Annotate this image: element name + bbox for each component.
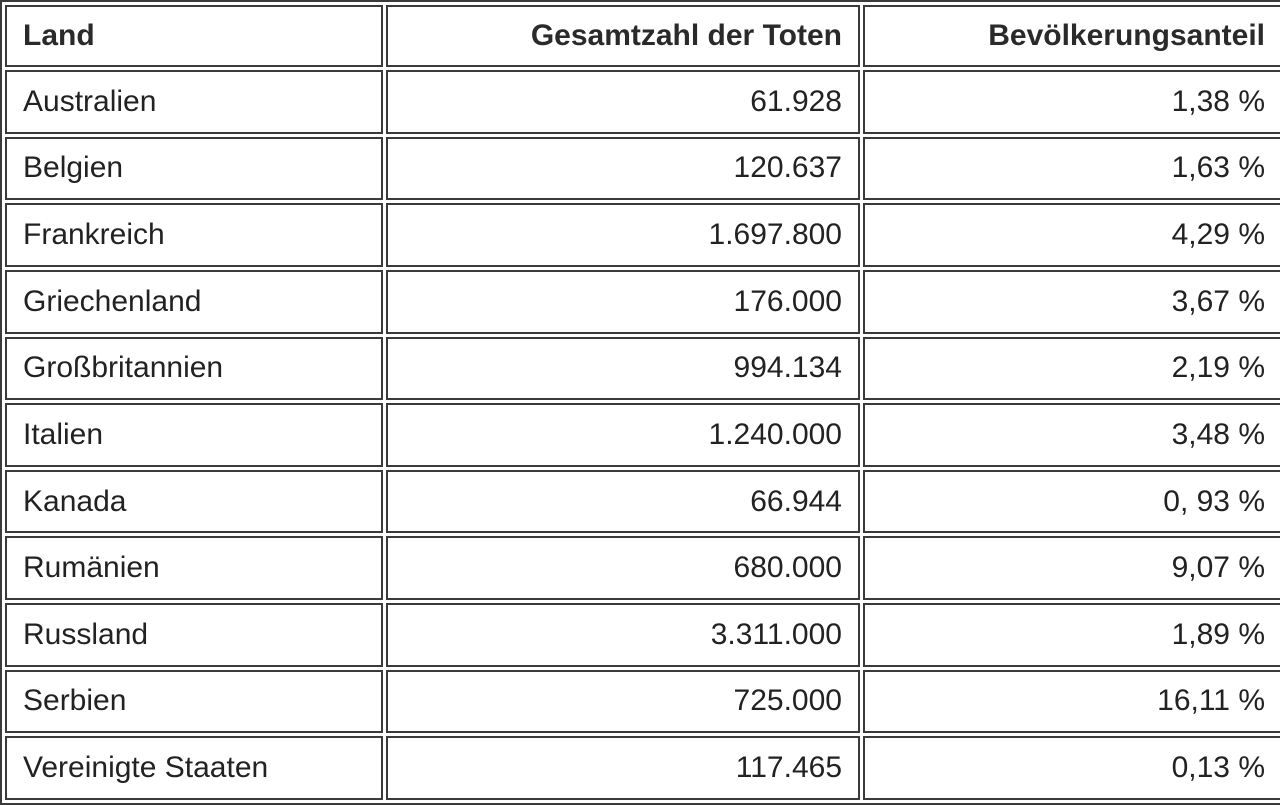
value-cell: 994.134 xyxy=(386,336,860,401)
value-cell: 66.944 xyxy=(386,469,860,534)
value-cell: 1,38 % xyxy=(863,70,1280,134)
table-row: Belgien 120.637 1,63 % xyxy=(5,136,1280,201)
country-cell: Serbien xyxy=(5,669,383,734)
country-cell: Vereinigte Staaten xyxy=(5,736,383,800)
table-row: Italien 1.240.000 3,48 % xyxy=(5,403,1280,467)
value-cell: 176.000 xyxy=(386,269,860,334)
value-cell: 61.928 xyxy=(386,70,860,134)
value-cell: 725.000 xyxy=(386,669,860,734)
table-row: Vereinigte Staaten 117.465 0,13 % xyxy=(5,736,1280,800)
value-cell: 0,13 % xyxy=(863,736,1280,800)
country-cell: Italien xyxy=(5,403,383,467)
country-cell: Russland xyxy=(5,603,383,667)
value-cell: 117.465 xyxy=(386,736,860,800)
value-cell: 120.637 xyxy=(386,136,860,201)
value-cell: 1.697.800 xyxy=(386,203,860,267)
country-cell: Belgien xyxy=(5,136,383,201)
value-cell: 9,07 % xyxy=(863,536,1280,600)
value-cell: 1.240.000 xyxy=(386,403,860,467)
country-cell: Australien xyxy=(5,70,383,134)
value-cell: 3.311.000 xyxy=(386,603,860,667)
value-cell: 3,67 % xyxy=(863,269,1280,334)
table-row: Australien 61.928 1,38 % xyxy=(5,70,1280,134)
table-row: Griechenland 176.000 3,67 % xyxy=(5,269,1280,334)
country-cell: Kanada xyxy=(5,469,383,534)
value-cell: 1,63 % xyxy=(863,136,1280,201)
value-cell: 2,19 % xyxy=(863,336,1280,401)
header-cell: Land xyxy=(5,5,383,67)
header-row: Land Gesamtzahl der Toten Bevölkerungsante… xyxy=(5,5,1280,67)
country-cell: Großbritannien xyxy=(5,336,383,401)
value-cell: 4,29 % xyxy=(863,203,1280,267)
value-cell: 16,11 % xyxy=(863,669,1280,734)
header-cell: Bevölkerungsanteil xyxy=(863,5,1280,67)
value-cell: 680.000 xyxy=(386,536,860,600)
country-cell: Frankreich xyxy=(5,203,383,267)
country-cell: Griechenland xyxy=(5,269,383,334)
value-cell: 0, 93 % xyxy=(863,469,1280,534)
table-row: Frankreich 1.697.800 4,29 % xyxy=(5,203,1280,267)
table-row: Kanada 66.944 0, 93 % xyxy=(5,469,1280,534)
table-row: Großbritannien 994.134 2,19 % xyxy=(5,336,1280,401)
header-cell: Gesamtzahl der Toten xyxy=(386,5,860,67)
value-cell: 1,89 % xyxy=(863,603,1280,667)
table-row: Rumänien 680.000 9,07 % xyxy=(5,536,1280,600)
country-cell: Rumänien xyxy=(5,536,383,600)
table-row: Russland 3.311.000 1,89 % xyxy=(5,603,1280,667)
table-row: Serbien 725.000 16,11 % xyxy=(5,669,1280,734)
value-cell: 3,48 % xyxy=(863,403,1280,467)
